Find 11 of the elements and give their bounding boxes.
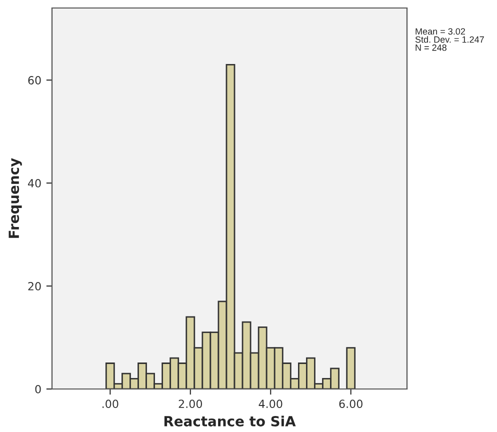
- x-tick-label: .00: [102, 400, 118, 408]
- x-tick-label: 6.00: [339, 400, 362, 408]
- x-tick-label: 4.00: [258, 400, 282, 408]
- y-tick-label: 40: [28, 179, 41, 188]
- x-axis-title: Reactance to SiA: [164, 416, 296, 426]
- y-tick-label: 0: [35, 384, 41, 394]
- text: Mean = 3.02 Std. Dev. = 1.247 N = 248: [415, 28, 484, 51]
- y-tick-label: 60: [28, 76, 41, 84]
- y-axis-title: Frequency: [8, 158, 22, 238]
- x-tick-label: 2.00: [178, 400, 202, 408]
- y-tick-label: 20: [28, 282, 41, 290]
